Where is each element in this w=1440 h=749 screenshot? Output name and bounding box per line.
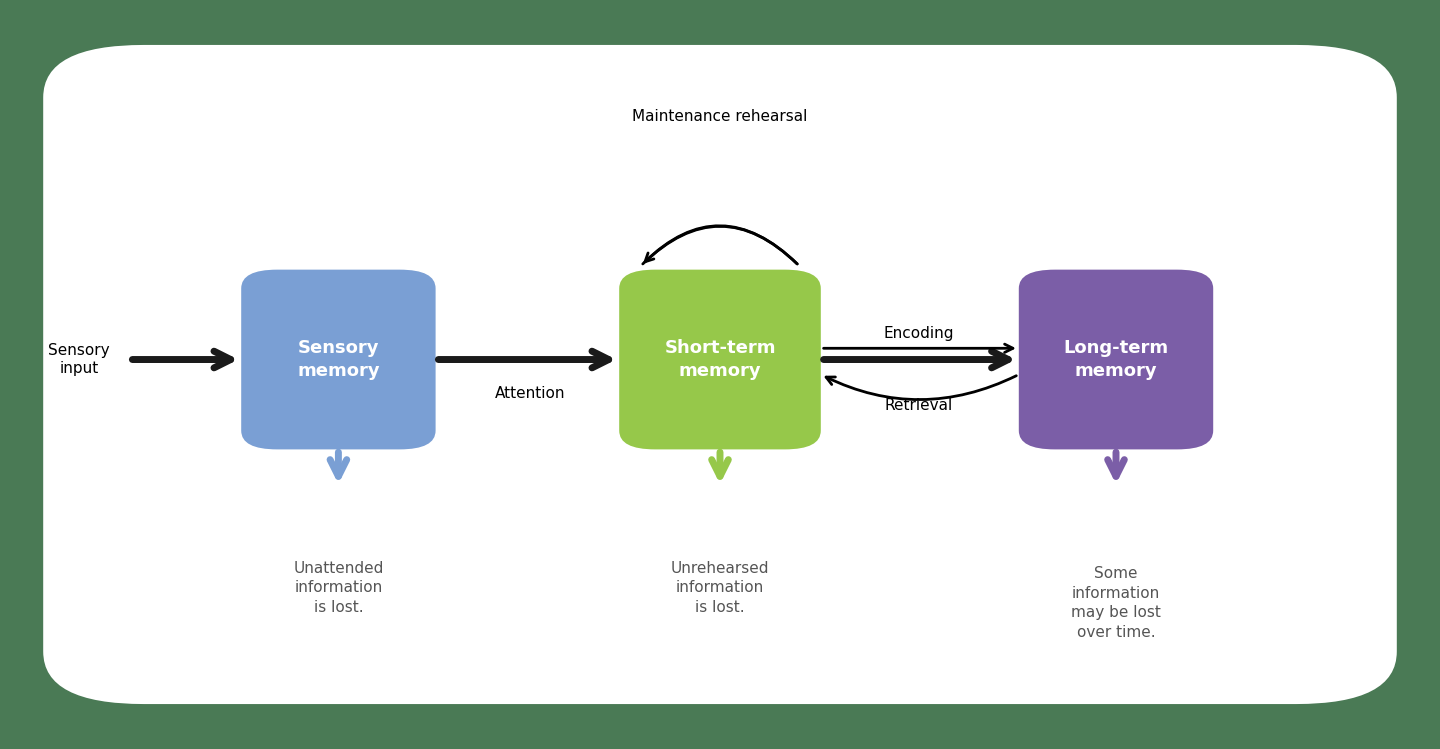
FancyBboxPatch shape [242, 270, 435, 449]
Text: Retrieval: Retrieval [884, 398, 953, 413]
Text: Some
information
may be lost
over time.: Some information may be lost over time. [1071, 565, 1161, 640]
FancyBboxPatch shape [1020, 270, 1212, 449]
Text: Unrehearsed
information
is lost.: Unrehearsed information is lost. [671, 561, 769, 615]
Text: Long-term
memory: Long-term memory [1063, 339, 1169, 380]
FancyBboxPatch shape [619, 270, 821, 449]
Text: Sensory
memory: Sensory memory [297, 339, 380, 380]
Text: Maintenance rehearsal: Maintenance rehearsal [632, 109, 808, 124]
Text: Short-term
memory: Short-term memory [664, 339, 776, 380]
Text: Unattended
information
is lost.: Unattended information is lost. [294, 561, 383, 615]
FancyBboxPatch shape [43, 45, 1397, 704]
Text: Encoding: Encoding [884, 326, 953, 341]
Text: Sensory
input: Sensory input [49, 343, 109, 376]
Text: Attention: Attention [495, 386, 564, 401]
